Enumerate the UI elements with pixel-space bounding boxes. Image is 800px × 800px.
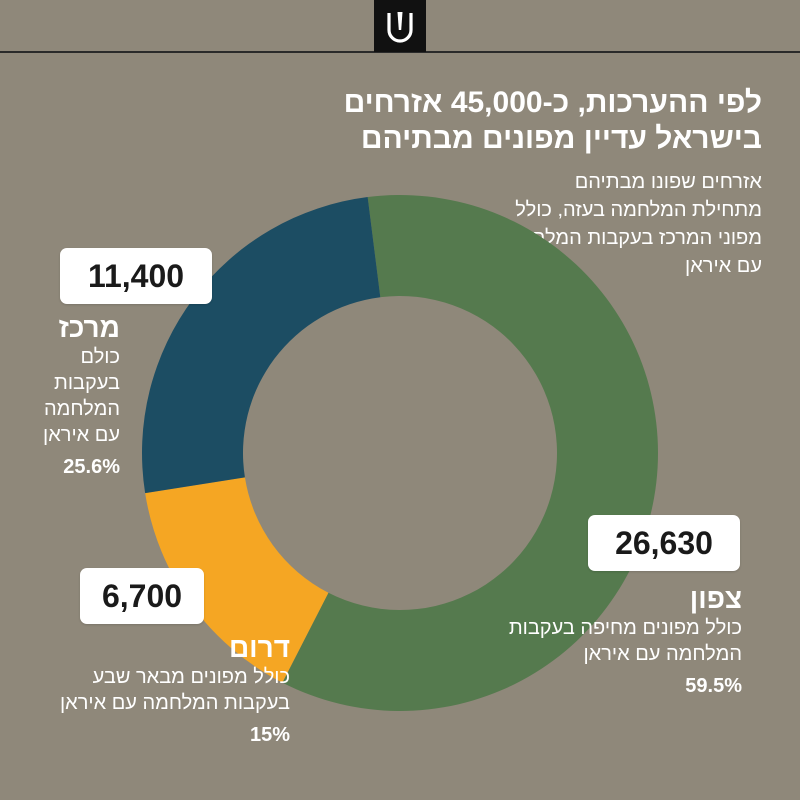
center-note: כולם בעקבות המלחמה עם איראן xyxy=(43,346,120,446)
south-value-box: 6,700 xyxy=(80,568,204,624)
header-divider xyxy=(0,51,800,53)
center-region-name: מרכז xyxy=(58,312,120,343)
center-percent: 25.6% xyxy=(63,456,120,478)
chart-subtitle: אזרחים שפונו מבתיהם מתחילת המלחמה בעזה, … xyxy=(505,171,762,277)
north-note: כולל מפונים מחיפה בעקבות המלחמה עם איראן xyxy=(508,617,742,665)
north-value-box: 26,630 xyxy=(588,515,740,571)
south-value-label: 6,700 xyxy=(101,577,183,614)
donut-slice-north xyxy=(282,195,658,711)
donut-slice-center xyxy=(141,197,381,494)
south-percent: 15% xyxy=(249,724,290,746)
title-line-1: לפי ההערכות, כ-45,000 אזרחים xyxy=(343,86,762,119)
south-region-name: דרום xyxy=(228,632,290,663)
north-percent: 59.5% xyxy=(685,675,742,697)
north-region-name: צפון xyxy=(689,583,742,614)
south-note: כולל מפונים מבאר שבע בעקבות המלחמה עם אי… xyxy=(59,666,290,714)
ynet-logo-icon xyxy=(374,0,426,52)
center-value-label: 11,400 xyxy=(87,257,185,294)
title-line-2: בישראל עדיין מפונים מבתיהם xyxy=(360,122,762,155)
north-value-label: 26,630 xyxy=(615,524,713,561)
donut-slice-south xyxy=(145,477,329,683)
north-label-group: צפון כולל מפונים מחיפה בעקבות המלחמה עם … xyxy=(470,583,742,699)
chart-title: לפי ההערכות, כ-45,000 אזרחים בישראל עדיי… xyxy=(202,85,762,157)
south-label-group: דרום כולל מפונים מבאר שבע בעקבות המלחמה … xyxy=(40,632,290,748)
center-label-group: מרכז כולם בעקבות המלחמה עם איראן 25.6% xyxy=(40,312,120,480)
center-value-box: 11,400 xyxy=(60,248,212,304)
